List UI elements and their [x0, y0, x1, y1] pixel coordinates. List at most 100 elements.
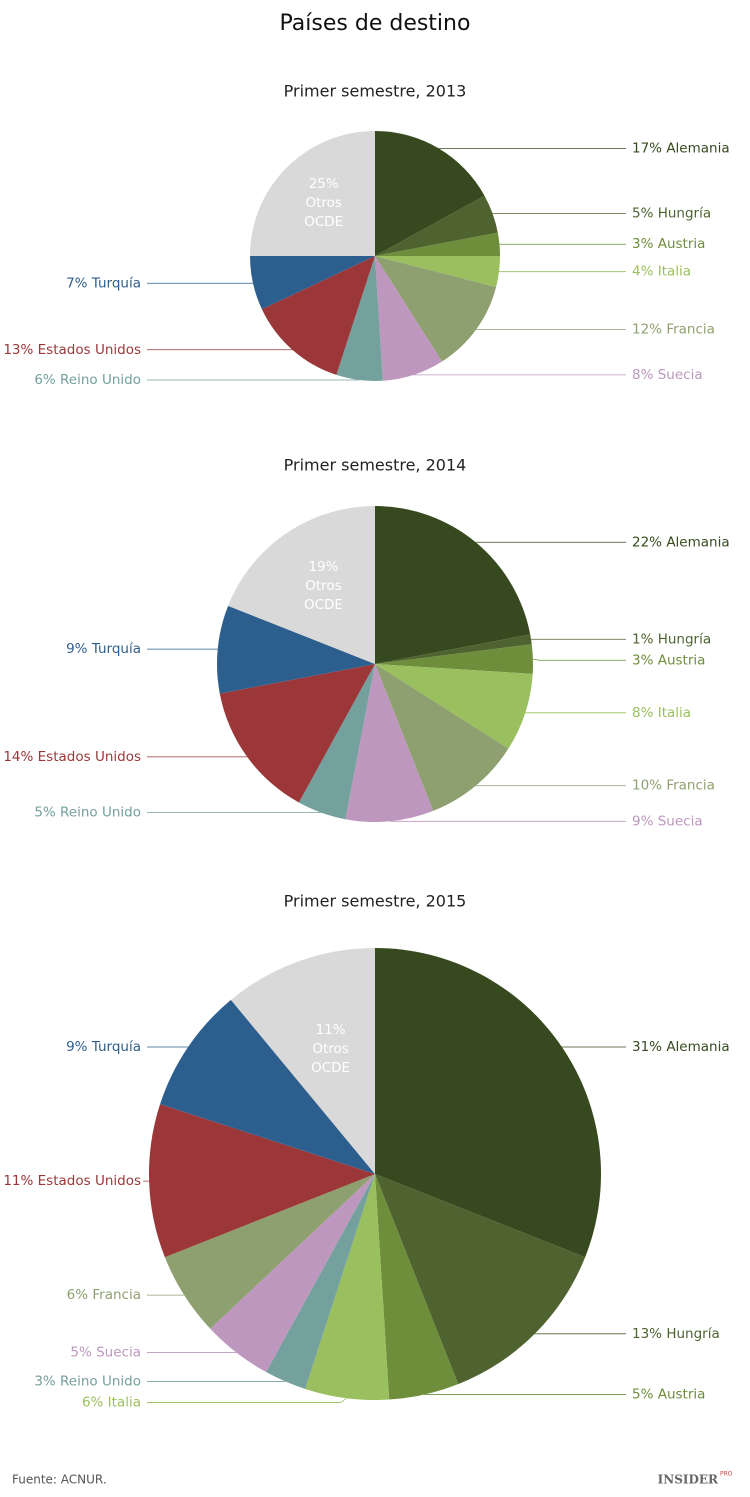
slice-label: 6% Italia	[82, 1394, 141, 1410]
slice-label: 3% Reino Unido	[34, 1373, 141, 1389]
category-label: Italia	[658, 705, 691, 721]
value-label: 3%	[34, 1373, 56, 1389]
pie-slice	[375, 195, 498, 256]
category-label: Alemania	[666, 140, 729, 156]
category-label: Otros OCDE	[303, 578, 343, 614]
source: Fuente: ACNUR.	[12, 1473, 107, 1487]
pie-slice	[375, 256, 500, 288]
value-label: 9%	[66, 1039, 88, 1055]
category-label: Francia	[666, 778, 715, 794]
page-title: Países de destino	[280, 11, 471, 36]
category-label: Hungría	[666, 1326, 719, 1342]
pie-slice	[298, 664, 375, 820]
slice-label: 7% Turquía	[66, 275, 141, 291]
category-label: Alemania	[666, 534, 729, 550]
slice-label: 6% Reino Unido	[34, 372, 141, 388]
value-label: 5%	[34, 805, 56, 821]
slice-label: 8% Italia	[632, 705, 691, 721]
inside-label-box: 19% Otros OCDE	[295, 558, 351, 615]
category-label: Otros OCDE	[311, 1040, 351, 1076]
slice-label: 6% Francia	[67, 1287, 141, 1303]
pie-title: Primer semestre, 2015	[284, 892, 467, 911]
pie-slice	[375, 256, 497, 362]
category-label: Francia	[666, 321, 715, 337]
category-label: Reino Unido	[60, 1373, 141, 1389]
pie-slice	[148, 1104, 375, 1258]
leader-line	[147, 1397, 347, 1403]
value-label: 13%	[3, 342, 33, 358]
slice-label: 5% Suecia	[70, 1345, 141, 1361]
slice-label: 12% Francia	[632, 321, 715, 337]
slice-label: 11% Estados Unidos	[3, 1173, 141, 1189]
pie-slice	[375, 634, 532, 664]
category-label: Italia	[658, 264, 691, 280]
value-label: 7%	[66, 275, 88, 291]
pie-slice	[375, 644, 534, 674]
pie-title: Primer semestre, 2014	[284, 456, 467, 475]
category-label: Suecia	[658, 367, 703, 383]
pie-slice	[250, 256, 375, 310]
pie-slice	[250, 131, 375, 256]
slice-label: 5% Austria	[632, 1387, 705, 1403]
logo-tag: PRO	[720, 1471, 733, 1478]
category-label: Otros OCDE	[304, 194, 344, 230]
slice-label: 1% Hungría	[632, 631, 711, 647]
value-label: 3%	[632, 652, 654, 668]
pie-slice	[375, 256, 442, 381]
pie-slice	[266, 1174, 375, 1389]
slice-label: 8% Suecia	[632, 367, 703, 383]
value-label: 4%	[632, 264, 654, 280]
value-label: 9%	[66, 641, 88, 657]
slice-label: 9% Turquía	[66, 1039, 141, 1055]
inside-label: 25% Otros OCDE	[304, 175, 344, 230]
pie-slice	[261, 256, 375, 375]
slice-label: 10% Francia	[632, 778, 715, 794]
slice-label: 3% Austria	[632, 652, 705, 668]
category-label: Austria	[658, 1387, 706, 1403]
pie-slice	[375, 664, 533, 749]
pie-slice	[219, 664, 375, 803]
value-label: 17%	[632, 140, 662, 156]
value-label: 10%	[632, 778, 662, 794]
value-label: 11%	[3, 1173, 33, 1189]
category-label: Estados Unidos	[38, 749, 141, 765]
pie-slice	[375, 131, 485, 256]
value-label: 5%	[632, 206, 654, 222]
slice-label: 5% Reino Unido	[34, 805, 141, 821]
category-label: Estados Unidos	[38, 342, 141, 358]
slice-label: 31% Alemania	[632, 1039, 730, 1055]
category-label: Alemania	[666, 1039, 729, 1055]
value-label: 3%	[632, 236, 654, 252]
pie-slice	[375, 1174, 459, 1400]
category-label: Hungría	[658, 206, 711, 222]
slice-label: 9% Suecia	[632, 813, 703, 829]
value-label: 11%	[315, 1021, 346, 1038]
value-label: 6%	[67, 1287, 89, 1303]
category-label: Turquía	[91, 1039, 141, 1055]
inside-label-box: 11% Otros OCDE	[303, 1021, 359, 1078]
value-label: 9%	[632, 813, 654, 829]
value-label: 12%	[632, 321, 662, 337]
value-label: 5%	[70, 1345, 92, 1361]
slice-label: 13% Estados Unidos	[3, 342, 141, 358]
pie-slice	[228, 506, 375, 664]
category-label: Turquía	[91, 641, 141, 657]
category-label: Italia	[108, 1394, 141, 1410]
pie-slice	[160, 999, 375, 1174]
value-label: 6%	[82, 1394, 104, 1410]
category-label: Hungría	[658, 631, 711, 647]
value-label: 19%	[308, 559, 339, 576]
pie-slice	[164, 1174, 375, 1329]
slice-label: 22% Alemania	[632, 534, 730, 550]
category-label: Suecia	[96, 1345, 141, 1361]
value-label: 6%	[34, 372, 56, 388]
value-label: 5%	[632, 1387, 654, 1403]
value-label: 1%	[632, 631, 654, 647]
category-label: Reino Unido	[60, 805, 141, 821]
slice-label: 5% Hungría	[632, 206, 711, 222]
pie-slice	[375, 1174, 586, 1385]
category-label: Estados Unidos	[38, 1173, 141, 1189]
slice-label: 17% Alemania	[632, 140, 730, 156]
value-label: 25%	[308, 175, 339, 192]
